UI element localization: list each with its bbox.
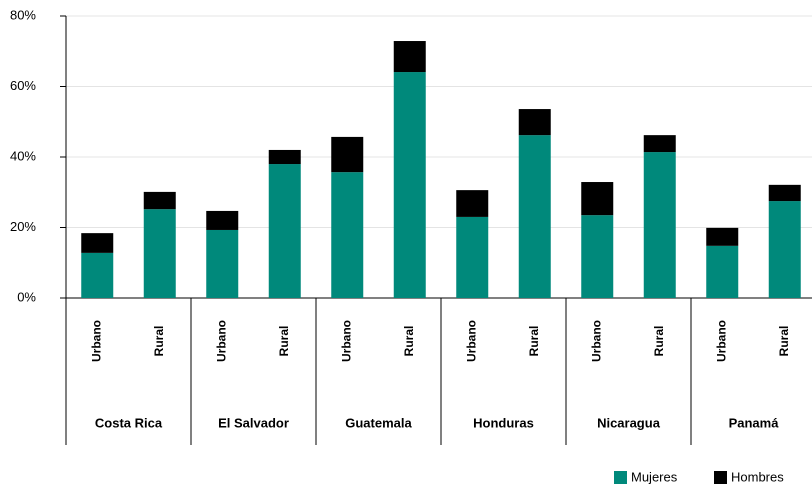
bar-segment — [643, 152, 676, 298]
bar-segment — [518, 135, 551, 298]
x-tick-label: Rural — [527, 326, 541, 357]
y-tick-label: 0% — [17, 289, 36, 304]
bar-segment — [331, 172, 364, 298]
legend-label: Mujeres — [631, 469, 678, 484]
bar-segment — [81, 252, 114, 298]
bar-segment — [331, 136, 364, 173]
bar-segment — [518, 109, 551, 136]
bar-segment — [81, 233, 114, 253]
x-tick-label: Rural — [402, 326, 416, 357]
x-tick-label: Rural — [277, 326, 291, 357]
bar-segment — [143, 191, 176, 210]
legend-swatch — [714, 471, 727, 484]
bar-segment — [706, 245, 739, 298]
bar-segment — [143, 209, 176, 298]
bar-segment — [268, 164, 301, 298]
bar-segment — [206, 210, 239, 230]
group-label: Honduras — [473, 415, 534, 430]
bar-segment — [456, 190, 489, 217]
group-label: El Salvador — [218, 415, 289, 430]
y-tick-label: 60% — [10, 78, 36, 93]
bar-segment — [706, 227, 739, 246]
x-tick-label: Rural — [777, 326, 791, 357]
y-tick-label: 40% — [10, 148, 36, 163]
bar-segment — [206, 229, 239, 298]
x-tick-label: Rural — [652, 326, 666, 357]
group-label: Nicaragua — [597, 415, 661, 430]
group-label: Guatemala — [345, 415, 412, 430]
bar-segment — [393, 72, 426, 298]
group-label: Panamá — [729, 415, 780, 430]
bar-segment — [268, 149, 301, 165]
bar-segment — [768, 184, 801, 202]
legend-label: Hombres — [731, 469, 784, 484]
bar-segment — [456, 216, 489, 298]
bar-segment — [581, 215, 614, 298]
bar-segment — [643, 135, 676, 153]
bar-segment — [768, 201, 801, 298]
group-label: Costa Rica — [95, 415, 163, 430]
x-tick-label: Urbano — [214, 320, 228, 362]
bar-segment — [581, 182, 614, 216]
x-tick-label: Urbano — [89, 320, 103, 362]
x-tick-label: Rural — [152, 326, 166, 357]
legend-swatch — [614, 471, 627, 484]
x-tick-label: Urbano — [589, 320, 603, 362]
bar-segment — [393, 41, 426, 73]
x-tick-label: Urbano — [464, 320, 478, 362]
y-tick-label: 20% — [10, 219, 36, 234]
x-tick-label: Urbano — [339, 320, 353, 362]
x-tick-label: Urbano — [714, 320, 728, 362]
y-tick-label: 80% — [10, 7, 36, 22]
